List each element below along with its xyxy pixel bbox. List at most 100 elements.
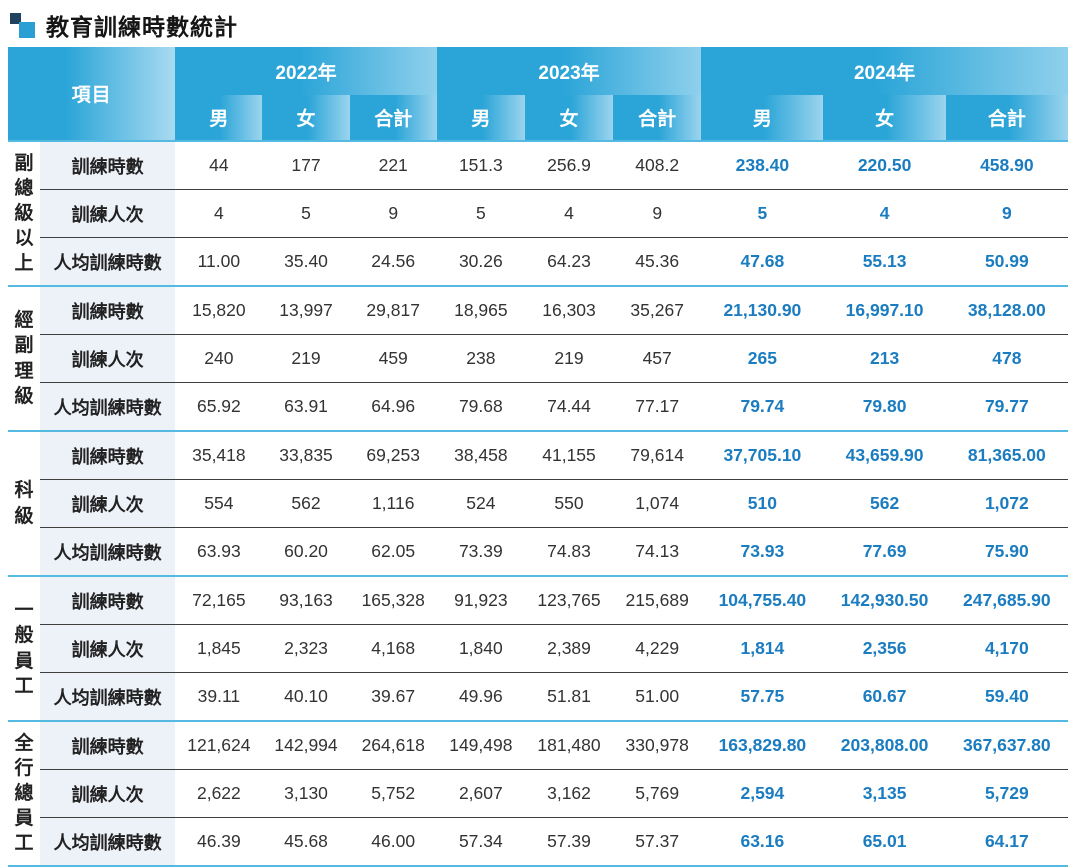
data-cell: 49.96	[436, 672, 525, 721]
data-cell: 163,829.80	[701, 720, 824, 770]
data-cell: 21,130.90	[701, 285, 824, 335]
data-cell: 177	[262, 140, 350, 190]
data-cell: 121,624	[175, 720, 263, 770]
data-cell: 55.13	[823, 237, 946, 286]
data-cell: 2,323	[262, 624, 350, 673]
data-cell: 64.17	[945, 817, 1068, 866]
data-cell: 165,328	[349, 575, 437, 625]
data-cell: 64.96	[349, 382, 437, 431]
data-cell: 142,994	[262, 720, 350, 770]
data-cell: 74.83	[524, 527, 614, 576]
data-cell: 47.68	[701, 237, 824, 286]
data-cell: 79,614	[613, 430, 702, 480]
data-cell: 219	[262, 334, 350, 383]
data-cell: 40.10	[262, 672, 350, 721]
data-cell: 57.37	[613, 817, 702, 866]
data-cell: 4	[524, 189, 614, 238]
data-cell: 45.36	[613, 237, 702, 286]
data-cell: 46.00	[349, 817, 437, 866]
data-cell: 478	[945, 334, 1068, 383]
data-cell: 41,155	[524, 430, 614, 480]
data-cell: 35,418	[175, 430, 263, 480]
data-cell: 213	[823, 334, 946, 383]
data-cell: 330,978	[613, 720, 702, 770]
data-cell: 77.69	[823, 527, 946, 576]
data-cell: 81,365.00	[945, 430, 1068, 480]
table-row: 人均訓練時數 11.00 35.40 24.56 30.26 64.23 45.36 47.6…	[8, 237, 1068, 286]
col-2024-female: 女	[823, 95, 946, 141]
col-2023-male: 男	[436, 95, 525, 141]
data-cell: 5	[436, 189, 525, 238]
group-label: 一般員工	[8, 575, 41, 721]
data-cell: 73.39	[436, 527, 525, 576]
data-cell: 2,594	[701, 769, 824, 818]
data-cell: 35,267	[613, 285, 702, 335]
data-cell: 1,814	[701, 624, 824, 673]
data-cell: 5,729	[945, 769, 1068, 818]
col-2022-female: 女	[262, 95, 350, 141]
data-cell: 5	[701, 189, 824, 238]
row-label: 人均訓練時數	[40, 817, 176, 866]
table-body: 副總級以上 訓練時數 44 177 221 151.3 256.9 408.2 238.40 22…	[8, 140, 1068, 866]
table-row: 人均訓練時數 39.11 40.10 39.67 49.96 51.81 51.00 57.7…	[8, 672, 1068, 721]
data-cell: 2,389	[524, 624, 614, 673]
data-cell: 77.17	[613, 382, 702, 431]
data-cell: 3,135	[823, 769, 946, 818]
data-cell: 2,607	[436, 769, 525, 818]
data-cell: 18,965	[436, 285, 525, 335]
data-cell: 79.80	[823, 382, 946, 431]
data-cell: 203,808.00	[823, 720, 946, 770]
row-label: 訓練時數	[40, 720, 176, 770]
data-cell: 33,835	[262, 430, 350, 480]
data-cell: 57.75	[701, 672, 824, 721]
data-cell: 5,769	[613, 769, 702, 818]
table-row: 經副理級 訓練時數 15,820 13,997 29,817 18,965 16,303 35…	[8, 285, 1068, 431]
row-label: 訓練人次	[40, 334, 176, 383]
data-cell: 79.74	[701, 382, 824, 431]
data-cell: 15,820	[175, 285, 263, 335]
row-label: 訓練人次	[40, 189, 176, 238]
year-2022-header: 2022年	[175, 47, 437, 95]
data-cell: 458.90	[945, 140, 1068, 190]
table-row: 人均訓練時數 63.93 60.20 62.05 73.39 74.83 74.13 73.9…	[8, 527, 1068, 576]
col-2023-female: 女	[524, 95, 614, 141]
table-row: 訓練人次 554 562 1,116 524 550 1,074 510 562 1,072	[8, 479, 1068, 528]
row-label: 訓練人次	[40, 479, 176, 528]
data-cell: 91,923	[436, 575, 525, 625]
data-cell: 37,705.10	[701, 430, 824, 480]
data-cell: 4,168	[349, 624, 437, 673]
data-cell: 215,689	[613, 575, 702, 625]
data-cell: 550	[524, 479, 614, 528]
data-cell: 1,072	[945, 479, 1068, 528]
data-cell: 5	[262, 189, 350, 238]
data-cell: 510	[701, 479, 824, 528]
data-cell: 123,765	[524, 575, 614, 625]
data-cell: 151.3	[436, 140, 525, 190]
group-label: 經副理級	[8, 285, 41, 431]
table-row: 人均訓練時數 46.39 45.68 46.00 57.34 57.39 57.37 63.1…	[8, 817, 1068, 866]
data-cell: 9	[613, 189, 702, 238]
table-row: 全行總員工 訓練時數 121,624 142,994 264,618 149,498 181…	[8, 720, 1068, 866]
data-cell: 38,128.00	[945, 285, 1068, 335]
data-cell: 43,659.90	[823, 430, 946, 480]
data-cell: 63.91	[262, 382, 350, 431]
data-cell: 44	[175, 140, 263, 190]
data-cell: 3,130	[262, 769, 350, 818]
dark-square-icon	[10, 12, 21, 24]
data-cell: 79.68	[436, 382, 525, 431]
table-row: 一般員工 訓練時數 72,165 93,163 165,328 91,923 123,765…	[8, 575, 1068, 721]
data-cell: 46.39	[175, 817, 263, 866]
data-cell: 63.93	[175, 527, 263, 576]
data-cell: 57.34	[436, 817, 525, 866]
data-cell: 220.50	[823, 140, 946, 190]
group-label: 全行總員工	[8, 720, 41, 866]
data-cell: 1,116	[349, 479, 437, 528]
data-cell: 64.23	[524, 237, 614, 286]
row-label: 訓練時數	[40, 140, 176, 190]
data-cell: 1,845	[175, 624, 263, 673]
data-cell: 524	[436, 479, 525, 528]
group-label: 科級	[8, 430, 41, 576]
row-label: 訓練人次	[40, 624, 176, 673]
data-cell: 9	[945, 189, 1068, 238]
